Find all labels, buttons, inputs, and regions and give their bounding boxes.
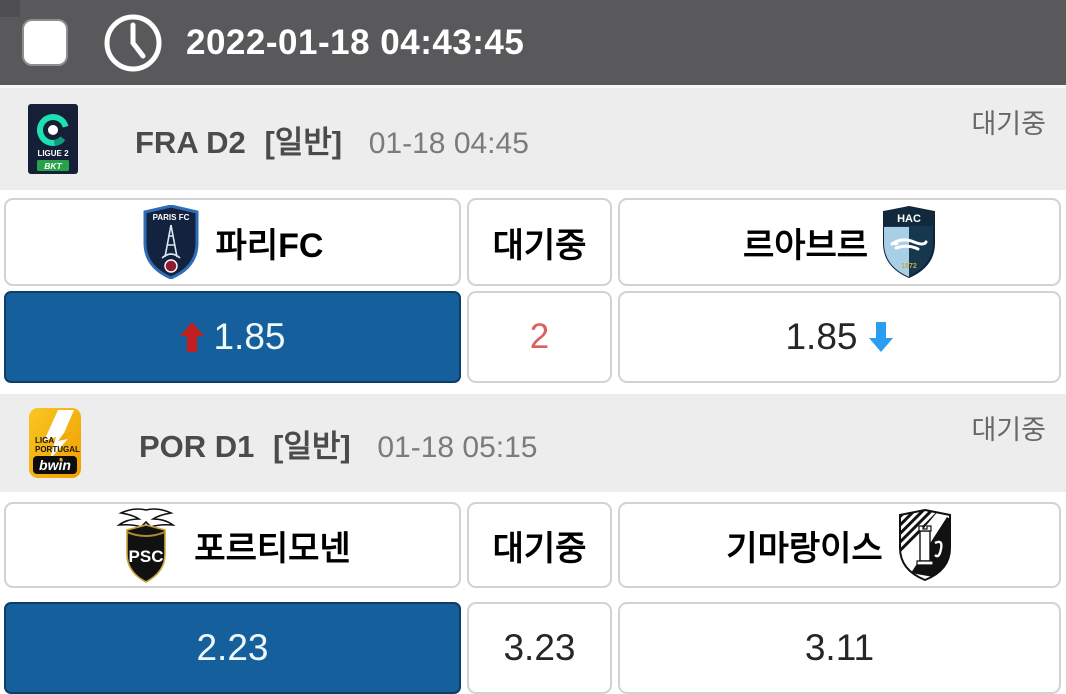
league-title: FRA D2 [일반] 01-18 04:45	[135, 117, 529, 162]
odds-home-button[interactable]: 1.85	[4, 291, 461, 383]
clock-icon	[104, 14, 162, 71]
home-team-name: 포르티모넨	[194, 529, 351, 568]
draw-odds-value: 3.23	[503, 627, 576, 668]
away-odds-value: 1.85	[785, 316, 858, 357]
kickoff-time: 01-18 05:15	[377, 430, 538, 464]
league-tag: [일반]	[264, 124, 343, 160]
away-team-name: 기마랑이스	[726, 529, 883, 568]
away-odds-value: 3.11	[804, 627, 875, 668]
svg-text:LIGA: LIGA	[35, 436, 54, 445]
league-tag: [일반]	[273, 428, 351, 464]
svg-text:1872: 1872	[901, 263, 917, 270]
league-code: POR D1	[139, 428, 255, 464]
top-bar: 2022-01-18 04:43:45	[0, 0, 1066, 88]
svg-text:HAC: HAC	[897, 213, 921, 225]
paris-fc-logo: PARIS FC	[143, 205, 199, 279]
le-havre-logo: HAC 1872	[883, 206, 936, 278]
center-status-box: 대기중	[467, 502, 612, 588]
ligue2-bkt-logo: LIGUE 2 BKT	[28, 104, 78, 174]
select-all-checkbox[interactable]	[22, 19, 68, 66]
svg-text:bwin: bwin	[39, 457, 71, 473]
odds-away-button[interactable]: 3.11	[618, 602, 1061, 694]
home-odds-value: 2.23	[196, 627, 269, 668]
match-2-team-row: PSC 포르티모넨 대기중 기마랑이스	[0, 502, 1066, 588]
league-status-badge: 대기중	[971, 109, 1046, 139]
odds-home-button[interactable]: 2.23	[4, 602, 461, 694]
league-header-fra-d2: LIGUE 2 BKT FRA D2 [일반] 01-18 04:45 대기중	[0, 88, 1066, 190]
match-1-team-row: PARIS FC 파리FC 대기중 르아브르 HAC 1872	[0, 198, 1066, 286]
kickoff-time: 01-18 04:45	[368, 126, 529, 160]
odds-down-icon	[868, 322, 893, 352]
svg-text:PARIS FC: PARIS FC	[152, 213, 189, 222]
home-odds-value: 1.85	[213, 316, 286, 357]
league-status-badge: 대기중	[971, 415, 1046, 445]
odds-away-button[interactable]: 1.85	[618, 291, 1061, 383]
match-1-odds-row: 1.85 2 1.85	[0, 291, 1066, 383]
away-team-box: 르아브르 HAC 1872	[618, 198, 1061, 286]
away-team-box: 기마랑이스	[618, 502, 1061, 588]
draw-odds-value: 2	[529, 317, 550, 356]
guimaraes-logo	[898, 509, 951, 581]
center-status-box: 대기중	[467, 198, 612, 286]
home-team-name: 파리FC	[215, 226, 324, 265]
liga-portugal-bwin-logo: LIGA PORTUGAL bwin	[29, 408, 81, 478]
league-title: POR D1 [일반] 01-18 05:15	[139, 421, 538, 466]
corner-notch	[0, 0, 20, 17]
svg-text:LIGUE 2: LIGUE 2	[37, 149, 69, 158]
portimonense-logo: PSC	[116, 508, 176, 583]
svg-text:PORTUGAL: PORTUGAL	[35, 445, 80, 454]
odds-draw-button[interactable]: 3.23	[467, 602, 612, 694]
away-team-name: 르아브르	[742, 226, 869, 265]
home-team-box: PSC 포르티모넨	[4, 502, 461, 588]
odds-draw-button[interactable]: 2	[467, 291, 612, 383]
odds-up-icon	[180, 322, 205, 352]
league-header-por-d1: LIGA PORTUGAL bwin POR D1 [일반] 01-18 05:…	[0, 394, 1066, 492]
svg-text:BKT: BKT	[44, 161, 62, 171]
match-2-odds-row: 2.23 3.23 3.11	[0, 602, 1066, 694]
league-code: FRA D2	[135, 124, 246, 160]
current-timestamp: 2022-01-18 04:43:45	[186, 22, 525, 62]
home-team-box: PARIS FC 파리FC	[4, 198, 461, 286]
svg-text:PSC: PSC	[129, 547, 164, 566]
